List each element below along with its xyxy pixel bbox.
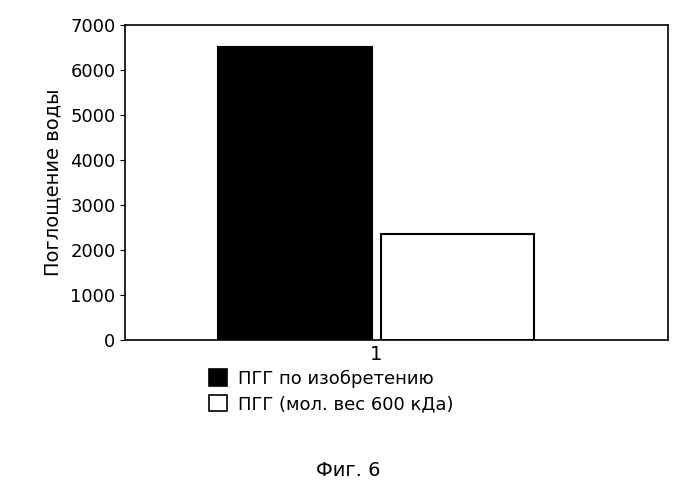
Bar: [219, 48, 372, 340]
Y-axis label: Поглощение воды: Поглощение воды: [43, 89, 62, 276]
Text: Фиг. 6: Фиг. 6: [316, 460, 380, 479]
Legend: ПГГ по изобретению, ПГГ (мол. вес 600 кДа): ПГГ по изобретению, ПГГ (мол. вес 600 кД…: [204, 364, 459, 418]
Bar: [381, 234, 535, 340]
